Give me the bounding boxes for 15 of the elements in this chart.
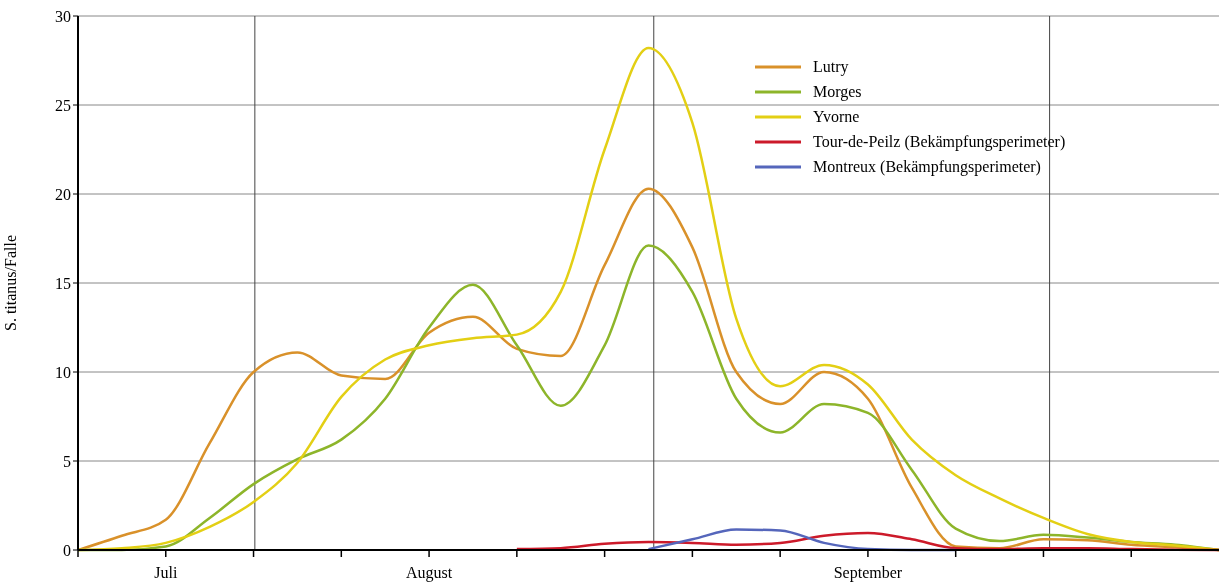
legend-label: Lutry (813, 57, 849, 76)
y-tick-label: 30 (55, 7, 71, 25)
legend-label: Yvorne (813, 107, 860, 126)
y-tick-label: 15 (55, 274, 71, 292)
legend-label: Morges (813, 82, 862, 101)
y-axis-title: S. titanus/Falle (1, 235, 19, 331)
y-tick-label: 20 (55, 185, 71, 203)
x-tick-label: Juli (154, 564, 178, 581)
legend-label: Montreux (Bekämpfungsperimeter) (813, 157, 1041, 176)
x-tick-label: August (405, 564, 453, 582)
y-tick-label: 10 (55, 363, 71, 381)
y-tick-label: 5 (63, 452, 71, 470)
x-tick-label: September (833, 564, 903, 582)
y-tick-label: 0 (63, 541, 71, 559)
y-tick-label: 25 (55, 96, 71, 114)
